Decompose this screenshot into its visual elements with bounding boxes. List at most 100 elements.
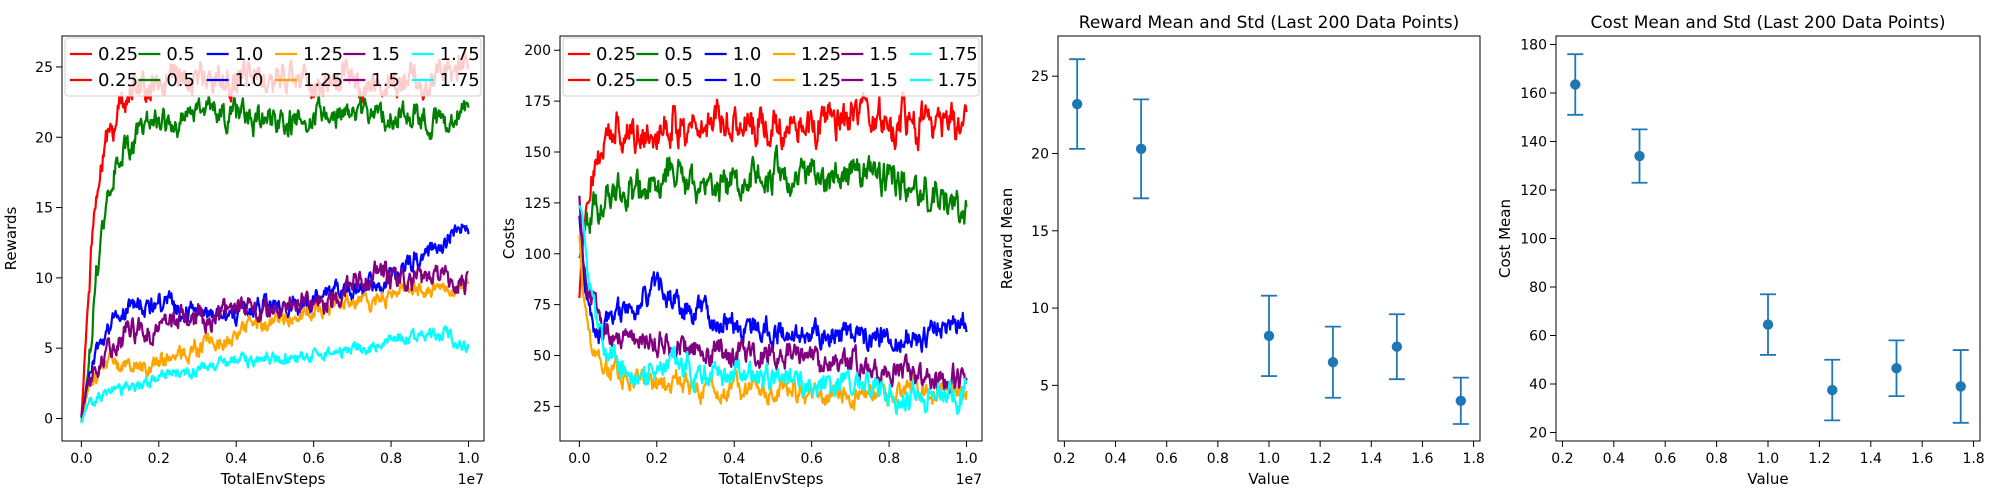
y-tick-label: 40 (1529, 377, 1547, 393)
legend-label: 0.25 (596, 70, 636, 91)
x-tick-label: 0.4 (1603, 451, 1625, 467)
y-tick-label: 80 (1529, 280, 1547, 296)
chart-title: Reward Mean and Std (Last 200 Data Point… (1079, 13, 1459, 33)
chart-panel-1: 0.0 0.2 0.4 0.6 0.8 1.0 0 5 10 15 20 25 TotalEnvStep… (2, 35, 485, 488)
x-axis-label: Value (1747, 470, 1788, 488)
legend-label: 1.5 (371, 70, 400, 91)
chart-panel-4: 0.2 0.4 0.6 0.8 1.0 1.2 1.4 1.6 1.8 20 40 60 80 100 12… (1496, 13, 1985, 488)
x-axis-label: TotalEnvSteps (220, 470, 326, 488)
y-tick-label: 125 (524, 196, 551, 212)
legend-label: 1.0 (235, 70, 264, 91)
legend-label: 0.25 (98, 44, 138, 65)
legend-label: 0.5 (166, 44, 195, 65)
y-tick-label: 180 (1520, 37, 1547, 53)
legend-label: 1.0 (235, 44, 264, 65)
y-axis-label: Costs (500, 218, 518, 259)
y-tick-label: 25 (35, 60, 53, 76)
x-tick-label: 0.2 (148, 451, 170, 467)
data-point (1391, 341, 1403, 352)
x-axis-label: Value (1248, 470, 1289, 488)
data-point (1762, 319, 1774, 330)
x-tick-label: 1.2 (1309, 451, 1331, 467)
data-point (1891, 363, 1902, 374)
x-tick-label: 0.6 (1156, 451, 1178, 467)
series-line-0.25 (578, 91, 968, 299)
x-tick-label: 1.0 (457, 451, 479, 467)
data-point (1327, 356, 1339, 368)
legend-label: 1.5 (371, 44, 400, 65)
x-tick-label: 0.6 (303, 451, 325, 467)
x-tick-label: 1.2 (1808, 451, 1830, 467)
chart-title: Cost Mean and Std (Last 200 Data Points) (1591, 13, 1946, 33)
x-tick-label: 1.8 (1962, 451, 1984, 467)
y-tick-label: 10 (35, 271, 53, 287)
y-tick-label: 160 (1520, 86, 1547, 102)
x-tick-label: 0.8 (1705, 451, 1727, 467)
legend-label: 0.5 (664, 44, 693, 65)
data-point (1955, 381, 1966, 392)
legend-label: 1.75 (938, 44, 978, 65)
data-point (1071, 98, 1083, 110)
plot-area (1567, 53, 1969, 424)
y-tick-label: 50 (533, 349, 551, 365)
plot-area (80, 52, 470, 424)
series-line-1.75 (80, 325, 470, 424)
x-tick-label: 0.4 (1104, 451, 1126, 467)
legend-label: 1.5 (869, 44, 898, 65)
chart-panel-3: 0.2 0.4 0.6 0.8 1.0 1.2 1.4 1.6 1.8 5 10 15 20 25 Valu… (998, 13, 1485, 488)
x-tick-label: 1.4 (1360, 451, 1382, 467)
y-tick-label: 25 (1031, 69, 1049, 85)
data-point (1263, 330, 1275, 342)
y-axis-label: Cost Mean (1496, 199, 1514, 278)
data-point (1634, 150, 1645, 162)
x-tick-label: 0.6 (801, 451, 823, 467)
y-tick-label: 5 (1040, 378, 1049, 394)
y-tick-label: 15 (35, 201, 53, 217)
x-tick-label: 0.0 (568, 451, 590, 467)
x-offset-label: 1e7 (956, 472, 982, 488)
x-tick-label: 0.2 (646, 451, 668, 467)
legend-label: 0.5 (166, 70, 195, 91)
legend-box (562, 37, 980, 97)
y-tick-label: 20 (1031, 146, 1049, 162)
x-tick-label: 0.4 (723, 451, 745, 467)
y-tick-label: 5 (44, 341, 53, 357)
y-tick-label: 20 (1529, 426, 1547, 442)
y-tick-label: 20 (35, 130, 53, 146)
y-tick-label: 60 (1529, 329, 1547, 345)
y-axis-label: Rewards (2, 206, 20, 270)
legend-label: 0.25 (596, 44, 636, 65)
y-tick-label: 25 (533, 399, 551, 415)
y-tick-label: 140 (1520, 134, 1547, 150)
chart-panel-2: 0.0 0.2 0.4 0.6 0.8 1.0 25 50 75 100 125 150 175 200 T… (500, 35, 983, 488)
legend: 0.25 0.5 1.0 1.25 1.5 1.75 0.25 0.5 1.0 1.25 1.5 1.… (562, 37, 980, 97)
axes-frame (61, 35, 485, 442)
y-tick-label: 150 (524, 145, 551, 161)
data-point (1570, 79, 1581, 90)
x-tick-label: 0.4 (225, 451, 247, 467)
y-tick-label: 175 (524, 94, 551, 110)
series-line-1.25 (578, 235, 968, 411)
x-tick-label: 0.2 (1053, 451, 1075, 467)
legend-label: 0.5 (664, 70, 693, 91)
data-point (1827, 384, 1838, 396)
y-tick-label: 100 (524, 247, 551, 263)
legend: 0.25 0.5 1.0 1.25 1.5 1.75 0.25 0.5 1.0 1.25 1.5 1.… (64, 37, 482, 97)
legend-label: 1.25 (801, 44, 841, 65)
plot-area (578, 91, 968, 416)
legend-label: 1.75 (938, 70, 978, 91)
legend-label: 1.25 (303, 44, 343, 65)
x-tick-label: 0.0 (70, 451, 92, 467)
axes-frame (1555, 35, 1981, 442)
y-tick-label: 100 (1520, 232, 1547, 248)
x-tick-label: 1.4 (1860, 451, 1882, 467)
y-tick-label: 120 (1520, 183, 1547, 199)
legend-label: 1.25 (303, 70, 343, 91)
legend-label: 0.25 (98, 70, 138, 91)
plot-area (1069, 58, 1469, 425)
x-axis-label: TotalEnvSteps (718, 470, 824, 488)
series-line-0.5 (80, 94, 470, 423)
series-line-1.25 (80, 277, 470, 424)
legend-box (64, 37, 482, 97)
